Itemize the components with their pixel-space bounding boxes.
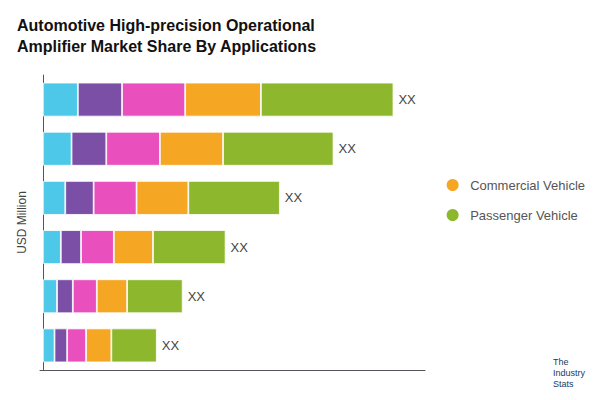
svg-text:Industry: Industry [553,368,586,378]
svg-text:Commercial Vehicle: Commercial Vehicle [470,178,585,193]
svg-text:Amplifier Market Share By Appl: Amplifier Market Share By Applications [17,38,316,55]
svg-text:USD Million: USD Million [15,191,29,254]
svg-text:XX: XX [162,338,180,353]
svg-text:XX: XX [398,92,416,107]
svg-text:Automotive High-precision Oper: Automotive High-precision Operational [17,17,315,34]
svg-text:Stats: Stats [553,379,574,389]
svg-text:XX: XX [338,141,356,156]
svg-text:The: The [553,357,569,367]
svg-text:XX: XX [285,190,303,205]
svg-text:XX: XX [188,289,206,304]
svg-text:Passenger Vehicle: Passenger Vehicle [470,208,578,223]
svg-text:XX: XX [231,240,249,255]
